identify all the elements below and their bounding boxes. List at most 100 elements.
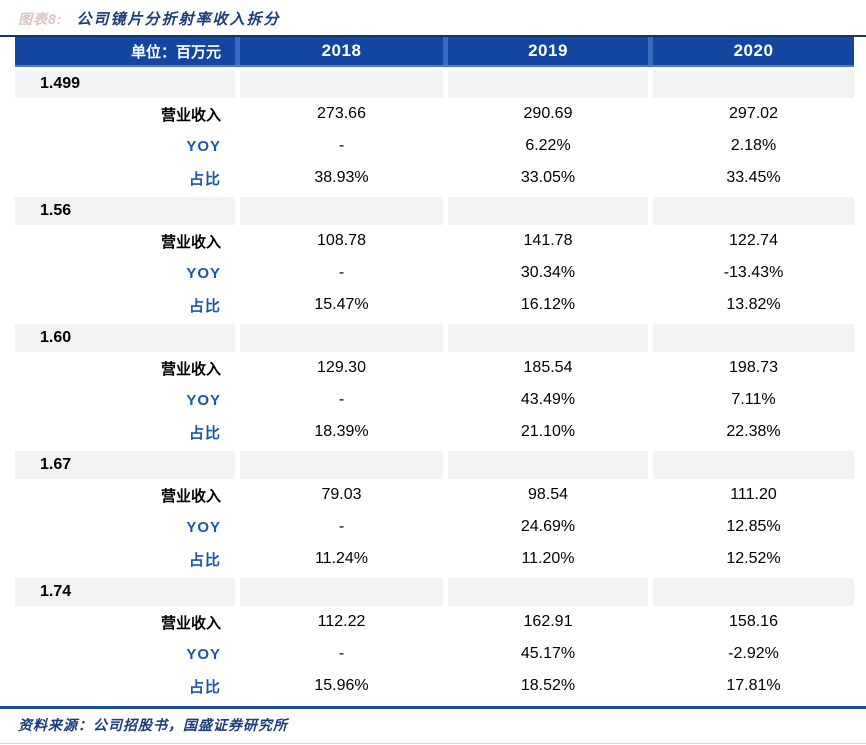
value-cell: - bbox=[338, 137, 345, 154]
share-row: 占比 15.96% 18.52% 17.81% bbox=[15, 670, 854, 702]
row-label-revenue: 营业收入 bbox=[160, 106, 221, 124]
band-spacer bbox=[653, 324, 854, 352]
row-label-share: 占比 bbox=[188, 424, 221, 442]
value-cell: 122.74 bbox=[729, 232, 778, 249]
yoy-row: YOY - 43.49% 7.11% bbox=[15, 384, 854, 416]
value-cell: 290.69 bbox=[523, 105, 573, 122]
row-label-yoy: YOY bbox=[186, 391, 221, 409]
year-header-2018: 2018 bbox=[240, 37, 443, 65]
section-band-row: 1.56 bbox=[15, 197, 854, 225]
revenue-row: 营业收入 129.30 185.54 198.73 bbox=[15, 352, 854, 384]
value-cell: 45.17% bbox=[520, 645, 576, 662]
figure-number-label: 图表8: bbox=[18, 10, 63, 27]
value-cell: 162.91 bbox=[523, 613, 573, 630]
value-cell: 297.02 bbox=[729, 105, 778, 122]
value-cell: -2.92% bbox=[728, 645, 779, 662]
yoy-row: YOY - 30.34% -13.43% bbox=[15, 257, 854, 289]
value-cell: 15.47% bbox=[314, 296, 369, 313]
table-bottom-rule bbox=[0, 706, 866, 709]
row-label-revenue: 营业收入 bbox=[160, 233, 221, 251]
value-cell: 2.18% bbox=[730, 137, 777, 154]
value-cell: 18.39% bbox=[314, 423, 369, 440]
value-cell: 111.20 bbox=[730, 486, 777, 503]
row-label-share: 占比 bbox=[188, 678, 221, 696]
band-spacer bbox=[240, 197, 443, 225]
value-cell: 17.81% bbox=[726, 677, 781, 694]
page-bottom-hairline bbox=[0, 743, 866, 744]
section-band-row: 1.74 bbox=[15, 578, 854, 606]
revenue-row: 营业收入 108.78 141.78 122.74 bbox=[15, 225, 854, 257]
band-spacer bbox=[653, 578, 854, 606]
row-label-yoy: YOY bbox=[186, 518, 221, 536]
band-spacer bbox=[240, 324, 443, 352]
revenue-row: 营业收入 79.03 98.54 111.20 bbox=[15, 479, 854, 511]
value-cell: 38.93% bbox=[314, 169, 369, 186]
value-cell: 79.03 bbox=[321, 486, 362, 503]
value-cell: 108.78 bbox=[317, 232, 366, 249]
value-cell: 98.54 bbox=[527, 486, 569, 503]
value-cell: 11.20% bbox=[521, 550, 575, 567]
band-spacer bbox=[448, 70, 648, 98]
section-band-row: 1.499 bbox=[15, 70, 854, 98]
share-row: 占比 15.47% 16.12% 13.82% bbox=[15, 289, 854, 321]
table-top-rule bbox=[0, 35, 866, 37]
value-cell: 30.34% bbox=[520, 264, 576, 281]
value-cell: 112.22 bbox=[317, 613, 366, 630]
row-label-revenue: 营业收入 bbox=[160, 487, 221, 505]
value-cell: - bbox=[338, 391, 345, 408]
year-header-2019: 2019 bbox=[448, 37, 648, 65]
yoy-row: YOY - 45.17% -2.92% bbox=[15, 638, 854, 670]
value-cell: 33.05% bbox=[520, 169, 576, 186]
value-cell: 141.78 bbox=[523, 232, 573, 249]
value-cell: - bbox=[338, 264, 345, 281]
value-cell: 16.12% bbox=[520, 296, 576, 313]
value-cell: 273.66 bbox=[317, 105, 366, 122]
band-spacer bbox=[448, 197, 648, 225]
value-cell: 12.85% bbox=[726, 518, 781, 535]
value-cell: 13.82% bbox=[726, 296, 781, 313]
revenue-row: 营业收入 273.66 290.69 297.02 bbox=[15, 98, 854, 130]
source-note: 资料来源：公司招股书，国盛证券研究所 bbox=[18, 717, 288, 733]
band-spacer bbox=[240, 578, 443, 606]
band-spacer bbox=[653, 70, 854, 98]
value-cell: - bbox=[338, 518, 345, 535]
row-label-yoy: YOY bbox=[186, 264, 221, 282]
table-header-row: 单位：百万元 2018 2019 2020 bbox=[15, 37, 854, 67]
row-label-share: 占比 bbox=[188, 551, 221, 569]
share-row: 占比 11.24% 11.20% 12.52% bbox=[15, 543, 854, 575]
share-row: 占比 18.39% 21.10% 22.38% bbox=[15, 416, 854, 448]
band-spacer bbox=[653, 451, 854, 479]
row-label-revenue: 营业收入 bbox=[160, 360, 221, 378]
section-band-row: 1.60 bbox=[15, 324, 854, 352]
value-cell: 33.45% bbox=[726, 169, 781, 186]
value-cell: 185.54 bbox=[523, 359, 573, 376]
figure-title: 公司镜片分折射率收入拆分 bbox=[76, 11, 281, 28]
value-cell: 158.16 bbox=[729, 613, 778, 630]
row-label-yoy: YOY bbox=[186, 137, 221, 155]
band-spacer bbox=[448, 451, 648, 479]
band-spacer bbox=[448, 324, 648, 352]
value-cell: 11.24% bbox=[314, 550, 369, 567]
row-label-share: 占比 bbox=[188, 170, 221, 188]
figure-title-row: 图表8: 公司镜片分折射率收入拆分 bbox=[0, 0, 866, 30]
section-band-row: 1.67 bbox=[15, 451, 854, 479]
revenue-row: 营业收入 112.22 162.91 158.16 bbox=[15, 606, 854, 638]
section-name: 1.56 bbox=[15, 197, 235, 225]
row-label-revenue: 营业收入 bbox=[160, 614, 221, 632]
section-name: 1.67 bbox=[15, 451, 235, 479]
value-cell: 12.52% bbox=[726, 550, 781, 567]
band-spacer bbox=[240, 70, 443, 98]
value-cell: 6.22% bbox=[525, 137, 571, 154]
band-spacer bbox=[448, 578, 648, 606]
value-cell: 43.49% bbox=[520, 391, 576, 408]
value-cell: -13.43% bbox=[723, 264, 784, 281]
share-row: 占比 38.93% 33.05% 33.45% bbox=[15, 162, 854, 194]
unit-header-cell: 单位：百万元 bbox=[15, 37, 235, 65]
value-cell: 7.11% bbox=[731, 391, 776, 408]
band-spacer bbox=[653, 197, 854, 225]
value-cell: - bbox=[338, 645, 345, 662]
value-cell: 18.52% bbox=[520, 677, 576, 694]
section-name: 1.60 bbox=[15, 324, 235, 352]
section-name: 1.74 bbox=[15, 578, 235, 606]
